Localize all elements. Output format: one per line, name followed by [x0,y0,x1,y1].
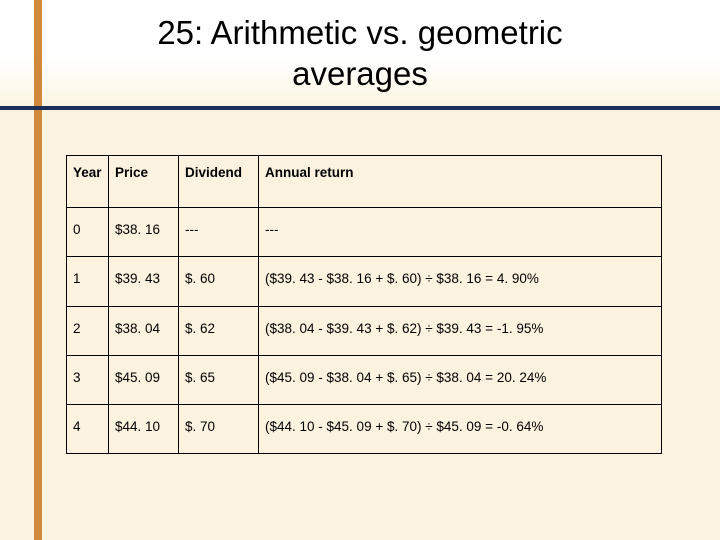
cell-year: 1 [67,257,109,306]
horizontal-rule [0,106,720,110]
col-header-dividend: Dividend [179,156,259,208]
cell-year: 4 [67,404,109,453]
table-row: 1 $39. 43 $. 60 ($39. 43 - $38. 16 + $. … [67,257,662,306]
cell-return: ($39. 43 - $38. 16 + $. 60) ÷ $38. 16 = … [259,257,662,306]
table-row: 3 $45. 09 $. 65 ($45. 09 - $38. 04 + $. … [67,355,662,404]
slide-title: 25: Arithmetic vs. geometric averages [0,12,720,95]
cell-return: ($45. 09 - $38. 04 + $. 65) ÷ $38. 04 = … [259,355,662,404]
cell-dividend: $. 70 [179,404,259,453]
cell-dividend: $. 65 [179,355,259,404]
table-row: 2 $38. 04 $. 62 ($38. 04 - $39. 43 + $. … [67,306,662,355]
cell-price: $39. 43 [109,257,179,306]
returns-table: Year Price Dividend Annual return 0 $38.… [66,155,662,454]
cell-dividend: $. 60 [179,257,259,306]
cell-return: ($44. 10 - $45. 09 + $. 70) ÷ $45. 09 = … [259,404,662,453]
title-block: 25: Arithmetic vs. geometric averages [0,0,720,105]
cell-dividend: --- [179,208,259,257]
cell-price: $45. 09 [109,355,179,404]
cell-dividend: $. 62 [179,306,259,355]
cell-return: --- [259,208,662,257]
cell-return: ($38. 04 - $39. 43 + $. 62) ÷ $39. 43 = … [259,306,662,355]
title-line-2: averages [292,55,428,92]
table-row: 0 $38. 16 --- --- [67,208,662,257]
returns-table-container: Year Price Dividend Annual return 0 $38.… [66,155,662,454]
title-line-1: 25: Arithmetic vs. geometric [157,14,562,51]
cell-year: 0 [67,208,109,257]
cell-year: 2 [67,306,109,355]
accent-vertical-bar [34,0,42,540]
cell-price: $38. 16 [109,208,179,257]
cell-price: $38. 04 [109,306,179,355]
col-header-return: Annual return [259,156,662,208]
col-header-year: Year [67,156,109,208]
table-row: 4 $44. 10 $. 70 ($44. 10 - $45. 09 + $. … [67,404,662,453]
table-header-row: Year Price Dividend Annual return [67,156,662,208]
cell-price: $44. 10 [109,404,179,453]
cell-year: 3 [67,355,109,404]
col-header-price: Price [109,156,179,208]
